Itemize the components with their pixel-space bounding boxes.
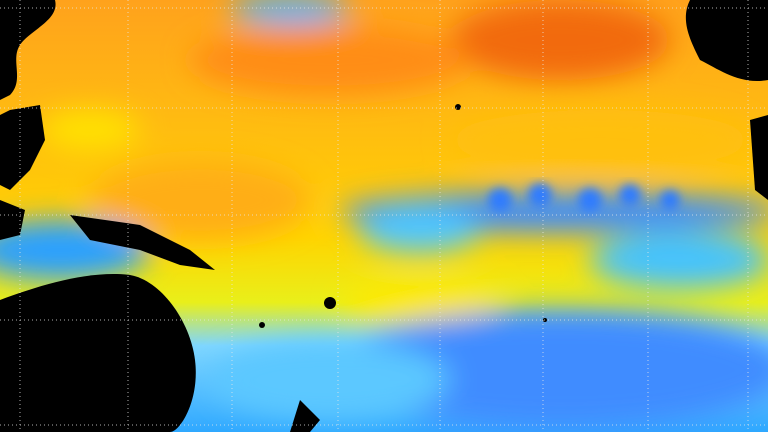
land <box>0 0 768 432</box>
graticule <box>0 0 768 432</box>
sea-temperature-map <box>0 0 768 432</box>
ocean <box>0 0 768 432</box>
